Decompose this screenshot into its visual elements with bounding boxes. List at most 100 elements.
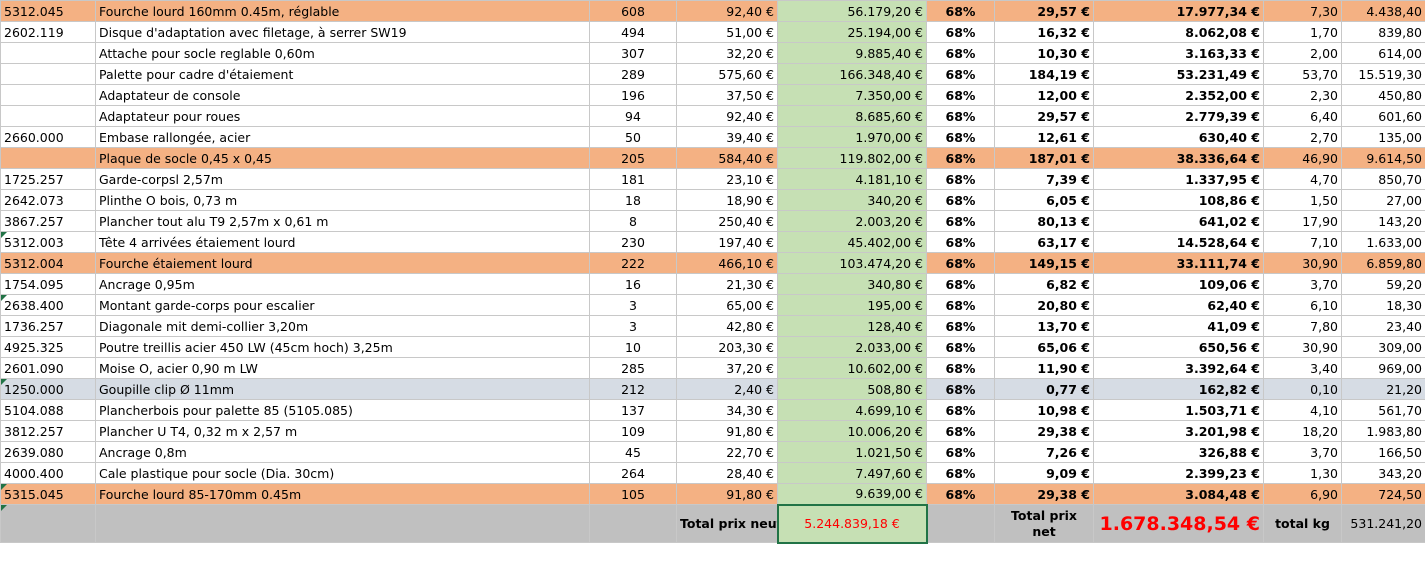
cell-unit-price[interactable]: 32,20 € — [676, 42, 778, 64]
cell-net-total[interactable]: 17.977,34 € — [1093, 0, 1264, 22]
cell-total-weight[interactable]: 601,60 — [1341, 105, 1425, 127]
cell-net-unit-price[interactable]: 65,06 € — [994, 336, 1094, 358]
cell-unit-weight[interactable]: 18,20 — [1263, 420, 1342, 442]
cell-description[interactable]: Adaptateur pour roues — [95, 105, 590, 127]
cell-total-weight[interactable]: 839,80 — [1341, 21, 1425, 43]
cell[interactable] — [0, 504, 96, 543]
cell-unit-price[interactable]: 466,10 € — [676, 252, 778, 274]
cell-percentage[interactable]: 68% — [926, 462, 995, 484]
cell-net-total[interactable]: 14.528,64 € — [1093, 231, 1264, 253]
cell-percentage[interactable]: 68% — [926, 84, 995, 106]
cell-article-code[interactable]: 1725.257 — [0, 168, 96, 190]
cell-quantity[interactable]: 222 — [589, 252, 677, 274]
cell-total-weight[interactable]: 143,20 — [1341, 210, 1425, 232]
cell-net-unit-price[interactable]: 63,17 € — [994, 231, 1094, 253]
cell-net-total[interactable]: 109,06 € — [1093, 273, 1264, 295]
cell-net-unit-price[interactable]: 187,01 € — [994, 147, 1094, 169]
cell-net-unit-price[interactable]: 29,38 € — [994, 483, 1094, 505]
cell-unit-price[interactable]: 22,70 € — [676, 441, 778, 463]
cell-total-price-new[interactable]: 4.181,10 € — [777, 168, 927, 190]
cell-unit-price[interactable]: 2,40 € — [676, 378, 778, 400]
cell-unit-price[interactable]: 51,00 € — [676, 21, 778, 43]
cell-net-total[interactable]: 2.352,00 € — [1093, 84, 1264, 106]
cell-net-total[interactable]: 108,86 € — [1093, 189, 1264, 211]
cell-total-price-new[interactable]: 2.033,00 € — [777, 336, 927, 358]
cell-unit-weight[interactable]: 3,70 — [1263, 273, 1342, 295]
cell-net-total[interactable]: 1.337,95 € — [1093, 168, 1264, 190]
cell-description[interactable]: Palette pour cadre d'étaiement — [95, 63, 590, 85]
cell-percentage[interactable]: 68% — [926, 336, 995, 358]
cell-article-code[interactable]: 2601.090 — [0, 357, 96, 379]
cell-description[interactable]: Goupille clip Ø 11mm — [95, 378, 590, 400]
cell-description[interactable]: Plancher U T4, 0,32 m x 2,57 m — [95, 420, 590, 442]
cell-unit-price[interactable]: 197,40 € — [676, 231, 778, 253]
cell-net-total[interactable]: 41,09 € — [1093, 315, 1264, 337]
cell-description[interactable]: Plancher tout alu T9 2,57m x 0,61 m — [95, 210, 590, 232]
cell-percentage[interactable]: 68% — [926, 63, 995, 85]
cell-unit-price[interactable]: 203,30 € — [676, 336, 778, 358]
cell-total-price-new[interactable]: 340,80 € — [777, 273, 927, 295]
cell-description[interactable]: Embase rallongée, acier — [95, 126, 590, 148]
cell[interactable] — [589, 504, 677, 543]
cell-total-price-new[interactable]: 340,20 € — [777, 189, 927, 211]
cell-description[interactable]: Cale plastique pour socle (Dia. 30cm) — [95, 462, 590, 484]
cell-net-total[interactable]: 62,40 € — [1093, 294, 1264, 316]
cell[interactable] — [926, 504, 995, 543]
cell-total-price-new[interactable]: 128,40 € — [777, 315, 927, 337]
cell-net-total[interactable]: 162,82 € — [1093, 378, 1264, 400]
cell-total-price-new[interactable]: 103.474,20 € — [777, 252, 927, 274]
cell-quantity[interactable]: 307 — [589, 42, 677, 64]
cell-description[interactable]: Garde-corpsl 2,57m — [95, 168, 590, 190]
cell-unit-weight[interactable]: 7,80 — [1263, 315, 1342, 337]
cell-description[interactable]: Plinthe O bois, 0,73 m — [95, 189, 590, 211]
cell-unit-price[interactable]: 92,40 € — [676, 0, 778, 22]
cell-total-weight[interactable]: 614,00 — [1341, 42, 1425, 64]
cell-net-total[interactable]: 38.336,64 € — [1093, 147, 1264, 169]
cell-description[interactable]: Fourche lourd 85-170mm 0.45m — [95, 483, 590, 505]
cell-unit-weight[interactable]: 3,40 — [1263, 357, 1342, 379]
cell-total-weight[interactable]: 166,50 — [1341, 441, 1425, 463]
cell-total-price-new[interactable]: 7.350,00 € — [777, 84, 927, 106]
cell-total-price-new[interactable]: 8.685,60 € — [777, 105, 927, 127]
cell-description[interactable]: Plaque de socle 0,45 x 0,45 — [95, 147, 590, 169]
cell-total-price-new[interactable]: 25.194,00 € — [777, 21, 927, 43]
cell-description[interactable]: Poutre treillis acier 450 LW (45cm hoch)… — [95, 336, 590, 358]
cell-net-total[interactable]: 3.163,33 € — [1093, 42, 1264, 64]
cell-total-weight[interactable]: 18,30 — [1341, 294, 1425, 316]
cell-total-weight[interactable]: 1.633,00 — [1341, 231, 1425, 253]
cell-description[interactable]: Fourche étaiement lourd — [95, 252, 590, 274]
cell-percentage[interactable]: 68% — [926, 231, 995, 253]
cell-percentage[interactable]: 68% — [926, 252, 995, 274]
cell-description[interactable]: Diagonale mit demi-collier 3,20m — [95, 315, 590, 337]
cell-total-weight[interactable]: 59,20 — [1341, 273, 1425, 295]
cell-total-price-new[interactable]: 1.970,00 € — [777, 126, 927, 148]
cell-total-weight[interactable]: 724,50 — [1341, 483, 1425, 505]
cell-unit-weight[interactable]: 7,30 — [1263, 0, 1342, 22]
total-neuf-label[interactable]: Total prix neuf — [676, 504, 778, 543]
cell-article-code[interactable]: 5104.088 — [0, 399, 96, 421]
cell-quantity[interactable]: 10 — [589, 336, 677, 358]
cell-quantity[interactable]: 3 — [589, 315, 677, 337]
cell-article-code[interactable]: 4000.400 — [0, 462, 96, 484]
cell-unit-weight[interactable]: 4,10 — [1263, 399, 1342, 421]
cell-article-code[interactable]: 3812.257 — [0, 420, 96, 442]
cell-description[interactable]: Tête 4 arrivées étaiement lourd — [95, 231, 590, 253]
cell-total-weight[interactable]: 309,00 — [1341, 336, 1425, 358]
cell-unit-weight[interactable]: 1,70 — [1263, 21, 1342, 43]
cell-article-code[interactable]: 1736.257 — [0, 315, 96, 337]
cell-net-total[interactable]: 326,88 € — [1093, 441, 1264, 463]
cell-article-code[interactable]: 1754.095 — [0, 273, 96, 295]
cell-net-total[interactable]: 650,56 € — [1093, 336, 1264, 358]
cell-unit-price[interactable]: 18,90 € — [676, 189, 778, 211]
cell-percentage[interactable]: 68% — [926, 294, 995, 316]
cell-unit-price[interactable]: 575,60 € — [676, 63, 778, 85]
cell-description[interactable]: Ancrage 0,8m — [95, 441, 590, 463]
cell-article-code[interactable] — [0, 147, 96, 169]
cell-net-unit-price[interactable]: 10,30 € — [994, 42, 1094, 64]
cell-article-code[interactable]: 5312.004 — [0, 252, 96, 274]
cell-total-price-new[interactable]: 9.639,00 € — [777, 483, 927, 505]
cell-net-unit-price[interactable]: 149,15 € — [994, 252, 1094, 274]
cell-net-unit-price[interactable]: 0,77 € — [994, 378, 1094, 400]
cell-net-total[interactable]: 33.111,74 € — [1093, 252, 1264, 274]
cell-unit-price[interactable]: 91,80 € — [676, 483, 778, 505]
